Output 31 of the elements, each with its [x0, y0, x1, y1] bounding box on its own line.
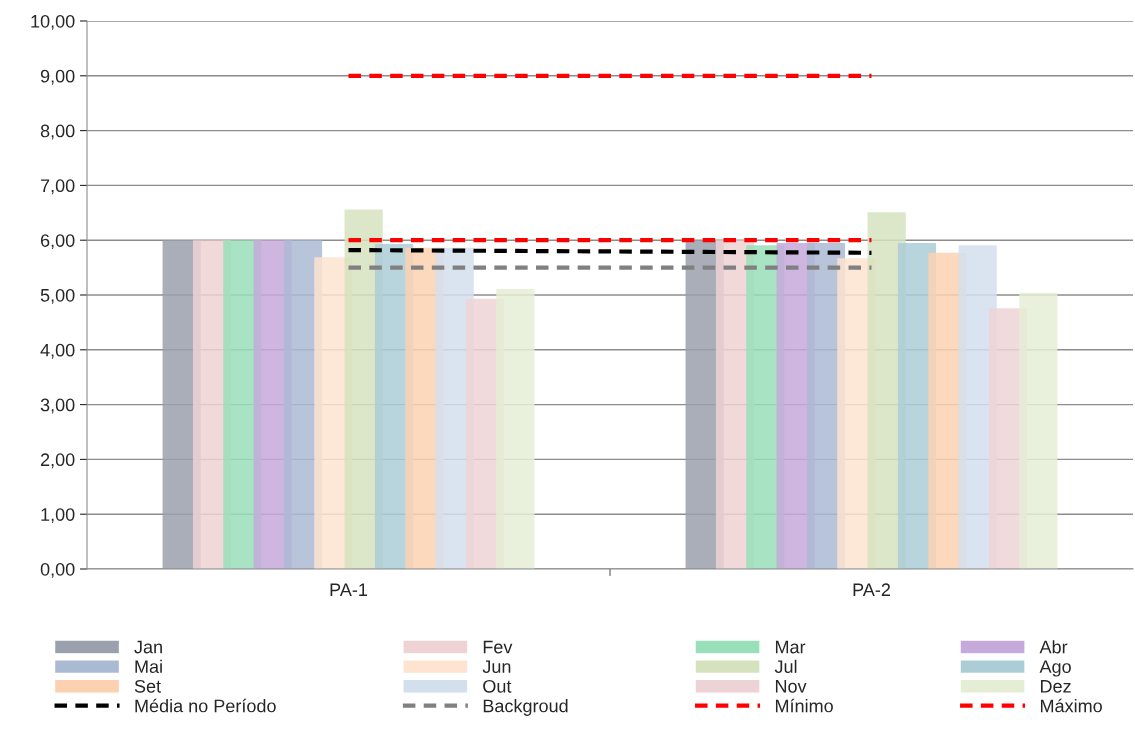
- legend-label: Média no Período: [135, 698, 276, 713]
- legend-label: Set: [134, 679, 161, 693]
- y-tick-label: 0,00: [40, 562, 75, 578]
- x-tick-label: PA-2: [853, 583, 890, 596]
- legend-label: Fev: [483, 640, 513, 654]
- y-tick-label: 8,00: [40, 124, 75, 140]
- x-tick-label: PA-1: [330, 583, 368, 596]
- bar: [496, 288, 535, 569]
- y-tick-label: 7,00: [40, 179, 75, 195]
- legend-label: Abr: [1039, 640, 1068, 654]
- legend-label: Jul: [774, 659, 797, 674]
- y-tick-label: 5,00: [40, 288, 75, 304]
- y-tick-label: 6,00: [40, 234, 75, 250]
- legend-label: Nov: [775, 680, 807, 693]
- legend-label: Out: [483, 679, 512, 693]
- legend-label: Mar: [775, 640, 806, 654]
- y-tick-label: 4,00: [40, 343, 75, 359]
- legend-label: Backgroud: [483, 699, 568, 716]
- legend-label: Jan: [134, 640, 162, 654]
- y-tick-label: 1,00: [41, 508, 75, 524]
- legend-label: Jun: [482, 660, 511, 674]
- y-tick-label: 9,00: [40, 69, 75, 85]
- bar: [1019, 292, 1058, 569]
- y-tick-label: 2,00: [40, 453, 75, 469]
- legend-label: Máximo: [1040, 698, 1102, 713]
- y-tick-label: 10,00: [31, 14, 75, 30]
- legend-label: Ago: [1039, 660, 1071, 677]
- legend-label: Mínimo: [775, 698, 833, 713]
- y-tick-label: 3,00: [40, 398, 75, 414]
- legend-label: Dez: [1040, 680, 1071, 693]
- legend-label: Mai: [135, 659, 162, 674]
